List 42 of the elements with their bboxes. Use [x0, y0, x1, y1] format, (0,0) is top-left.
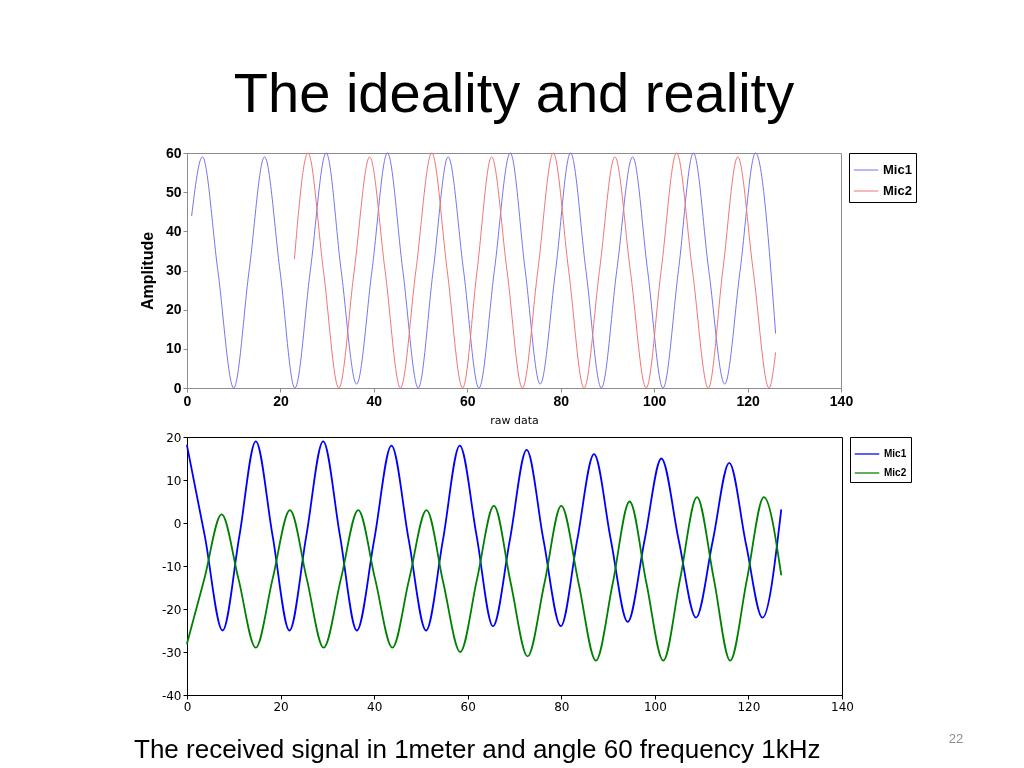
x-tick-label: 0 [183, 699, 192, 714]
y-tick-label: 20 [165, 301, 182, 318]
text: The received signal in 1meter and angle 60 frequency 1kHz [134, 734, 821, 764]
x-tick-label: 20 [273, 699, 289, 714]
x-tick-label: 40 [367, 699, 383, 714]
x-tick-label: 60 [460, 392, 476, 409]
x-tick-label: 20 [273, 392, 289, 409]
legend-label: Mic1 [884, 448, 907, 459]
legend-label: Mic2 [883, 183, 912, 198]
x-axis-title: raw data [490, 413, 539, 427]
line-series [293, 152, 777, 389]
x-tick-label: 120 [737, 699, 761, 714]
y-tick-label: 50 [165, 183, 182, 200]
x-tick-label: 40 [366, 392, 383, 409]
text: 22 [948, 731, 964, 746]
y-tick-label: 0 [173, 379, 182, 396]
y-tick-label: 40 [165, 222, 182, 239]
x-tick-label: 120 [736, 392, 760, 409]
x-tick-label: 100 [642, 392, 667, 409]
y-tick-label: 10 [165, 340, 182, 357]
y-tick-label: 0 [173, 516, 182, 531]
y-tick-label: 60 [165, 144, 182, 161]
y-tick-label: 30 [165, 262, 182, 278]
chart-title: The ideality and reality [233, 61, 795, 124]
x-tick-label: 60 [460, 699, 476, 714]
x-tick-label: 140 [829, 392, 854, 409]
y-axis-title: Amplitude [138, 231, 156, 311]
x-tick-label: 80 [553, 392, 570, 409]
y-tick-label: -30 [161, 645, 182, 660]
line-series [191, 152, 777, 389]
y-tick-label: 10 [166, 473, 182, 488]
y-tick-label: -20 [161, 602, 182, 617]
x-tick-label: 140 [831, 699, 854, 714]
x-tick-label: 100 [643, 699, 667, 714]
line-series [186, 440, 783, 632]
y-tick-label: -10 [161, 559, 182, 574]
legend-label: Mic2 [884, 467, 907, 478]
line-series [186, 496, 783, 662]
y-tick-label: 20 [166, 430, 182, 445]
x-tick-label: 80 [554, 699, 570, 714]
y-tick-label: -40 [161, 688, 182, 703]
legend-label: Mic1 [883, 162, 912, 177]
